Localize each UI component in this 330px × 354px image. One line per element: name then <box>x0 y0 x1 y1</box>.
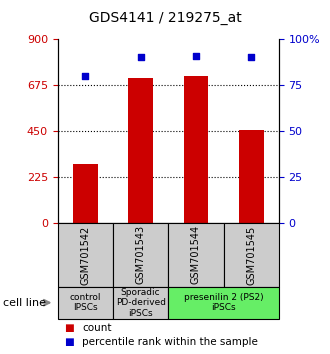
Point <box>138 55 143 60</box>
Text: GSM701543: GSM701543 <box>136 225 146 285</box>
Text: percentile rank within the sample: percentile rank within the sample <box>82 337 258 348</box>
Text: control
IPSCs: control IPSCs <box>70 293 101 312</box>
Point <box>248 55 254 60</box>
Bar <box>73 164 98 223</box>
Bar <box>128 78 153 223</box>
Text: cell line: cell line <box>3 298 46 308</box>
Text: count: count <box>82 322 112 332</box>
Text: GSM701545: GSM701545 <box>246 225 256 285</box>
Bar <box>58 287 113 319</box>
Text: ■: ■ <box>64 322 74 332</box>
Bar <box>224 223 279 287</box>
Bar <box>113 223 168 287</box>
Point <box>83 73 88 79</box>
Point <box>193 53 199 58</box>
Text: GDS4141 / 219275_at: GDS4141 / 219275_at <box>89 11 241 25</box>
Bar <box>239 130 264 223</box>
Text: ■: ■ <box>64 337 74 348</box>
Text: GSM701542: GSM701542 <box>81 225 90 285</box>
Text: Sporadic
PD-derived
iPSCs: Sporadic PD-derived iPSCs <box>115 288 166 318</box>
Bar <box>168 223 224 287</box>
Bar <box>113 287 168 319</box>
Bar <box>168 287 279 319</box>
Text: GSM701544: GSM701544 <box>191 225 201 285</box>
Bar <box>58 223 113 287</box>
Text: presenilin 2 (PS2)
iPSCs: presenilin 2 (PS2) iPSCs <box>184 293 263 312</box>
Bar <box>183 76 208 223</box>
